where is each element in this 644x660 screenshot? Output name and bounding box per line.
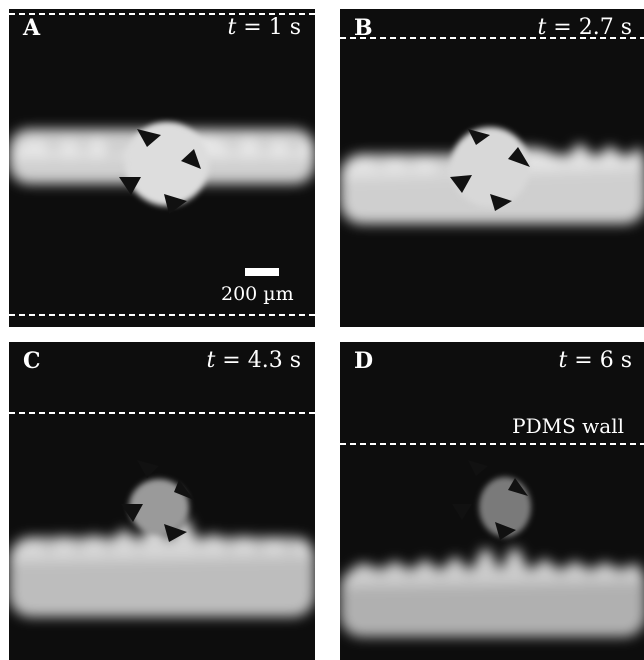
wall-line-top (9, 13, 315, 15)
panel-b: B t = 2.7 s (340, 9, 644, 327)
panel-c: C t = 4.3 s (9, 342, 315, 660)
panel-letter: A (23, 15, 41, 41)
wall-line-bottom (9, 314, 315, 316)
panel-letter: B (354, 15, 373, 41)
panel-c-image (9, 460, 315, 617)
wall-line-top (340, 37, 644, 39)
panel-d-image (340, 460, 644, 637)
panel-a: A t = 1 s 200 µm (9, 9, 315, 327)
scale-label: 200 µm (221, 283, 294, 305)
pdms-wall-label: PDMS wall (512, 414, 624, 438)
panel-a-image (9, 122, 315, 214)
panel-letter: C (23, 348, 41, 374)
scale-bar (245, 268, 279, 276)
panel-d: PDMS wall D t = 6 s (340, 342, 644, 660)
time-label: t = 6 s (558, 348, 632, 373)
panel-b-image (340, 127, 644, 224)
time-label: t = 4.3 s (206, 348, 301, 373)
wall-line-top (340, 443, 644, 445)
wall-line-top (9, 412, 315, 414)
time-label: t = 1 s (227, 15, 301, 40)
time-label: t = 2.7 s (537, 15, 632, 40)
panel-letter: D (354, 348, 374, 374)
